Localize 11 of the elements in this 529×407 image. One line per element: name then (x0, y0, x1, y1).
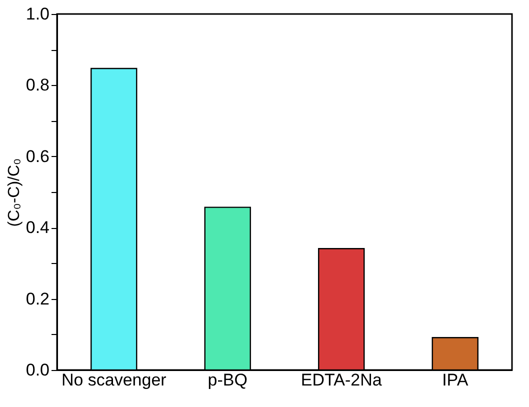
y-tick-label: 0.6 (26, 146, 50, 166)
x-tick-label: p-BQ (208, 370, 248, 390)
x-tick-label: No scavenger (61, 370, 167, 390)
x-tick-label: IPA (442, 370, 469, 390)
y-tick-label: 0.8 (26, 76, 50, 95)
y-tick-label: 1.0 (26, 4, 50, 24)
y-tick-label: 0.4 (26, 218, 50, 238)
x-tick-label: EDTA-2Na (300, 370, 382, 390)
y-axis-title: (C₀-C)/C₀ (6, 158, 23, 227)
y-tick-label: 0.0 (26, 360, 50, 380)
y-tick-label: 0.2 (26, 289, 50, 308)
